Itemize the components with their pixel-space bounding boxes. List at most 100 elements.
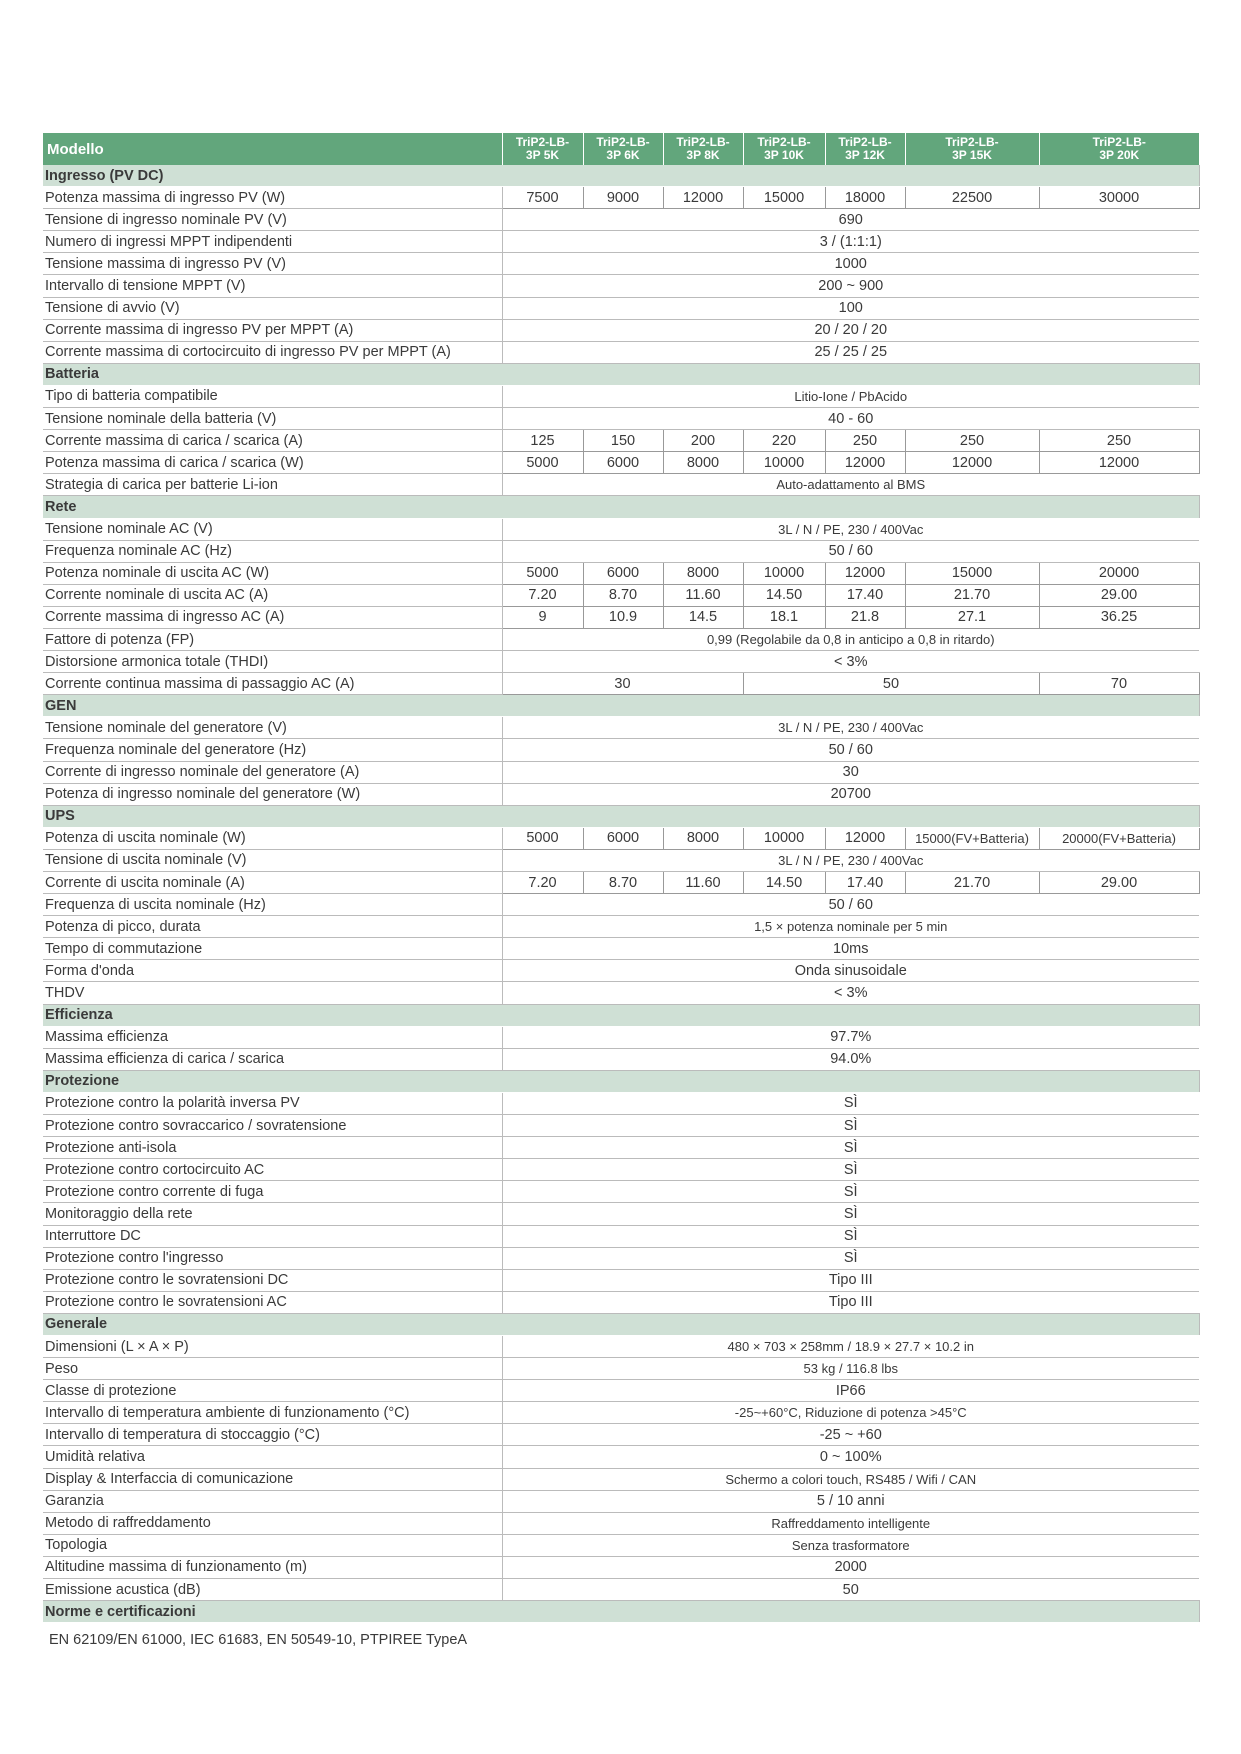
spec-row: Fattore di potenza (FP) 0,99 (Regolabile … xyxy=(43,628,1199,652)
spec-value: 200 ~ 900 xyxy=(502,274,1199,298)
spec-value: 29.00 xyxy=(1038,583,1200,607)
spec-value: 50 / 60 xyxy=(502,893,1199,917)
spec-value: 12000 xyxy=(1038,451,1200,475)
spec-row: Massima efficienza di carica / scarica 94… xyxy=(43,1048,1199,1071)
spec-value: 21.70 xyxy=(904,583,1040,607)
spec-label: Tensione nominale AC (V) xyxy=(43,518,503,541)
spec-row: Strategia di carica per batterie Li-ion A… xyxy=(43,473,1199,497)
spec-value: 20000(FV+Batteria) xyxy=(1038,826,1200,850)
section-row: UPS xyxy=(43,805,1200,828)
spec-label: Protezione contro la polarità inversa PV xyxy=(43,1092,503,1116)
spec-value: 17.40 xyxy=(824,870,906,895)
spec-value: Auto-adattamento al BMS xyxy=(502,473,1199,497)
spec-value: 22500 xyxy=(904,186,1040,210)
spec-value: 8.70 xyxy=(582,870,664,895)
spec-value: 7500 xyxy=(501,186,584,210)
spec-label: Intervallo di temperatura ambiente di fu… xyxy=(43,1401,503,1425)
spec-row: Corrente nominale di uscita AC (A) 7.20 8.… xyxy=(43,583,1200,607)
spec-label: Tensione di ingresso nominale PV (V) xyxy=(43,208,503,232)
spec-value: 5000 xyxy=(501,561,584,585)
spec-value: 250 xyxy=(1038,429,1200,453)
model-column-header: TriP2-LB- 3P 20K xyxy=(1038,133,1199,165)
spec-value: 10000 xyxy=(742,451,826,475)
spec-row: Umidità relativa 0 ~ 100% xyxy=(43,1445,1199,1469)
spec-value: Senza trasformatore xyxy=(502,1534,1199,1557)
spec-value: 15000 xyxy=(904,561,1040,585)
spec-value: -25 ~ +60 xyxy=(502,1423,1199,1447)
spec-value: 15000 xyxy=(742,186,826,210)
spec-label: Corrente massima di ingresso PV per MPPT… xyxy=(43,319,503,342)
spec-label: Umidità relativa xyxy=(43,1445,503,1469)
section-row: Ingresso (PV DC) xyxy=(43,165,1200,188)
spec-label: Tensione di uscita nominale (V) xyxy=(43,849,503,873)
spec-value: 50 xyxy=(502,1578,1199,1602)
spec-row: Potenza massima di ingresso PV (W) 7500 90… xyxy=(43,186,1200,210)
spec-label: Dimensioni (L × A × P) xyxy=(43,1335,503,1359)
spec-value: 100 xyxy=(502,297,1199,320)
spec-row: Emissione acustica (dB) 50 xyxy=(43,1578,1199,1602)
model-column-header: TriP2-LB- 3P 15K xyxy=(904,133,1039,165)
spec-value: 11.60 xyxy=(662,870,744,895)
spec-value: 12000 xyxy=(662,186,744,210)
model-column-header: TriP2-LB- 3P 10K xyxy=(742,133,825,165)
spec-value: 6000 xyxy=(582,561,664,585)
spec-row: Potenza nominale di uscita AC (W) 5000 600… xyxy=(43,561,1200,585)
model-column-header: TriP2-LB- 3P 5K xyxy=(501,133,583,165)
spec-value: 6000 xyxy=(582,451,664,475)
spec-value: 10000 xyxy=(742,561,826,585)
spec-label: Topologia xyxy=(43,1534,503,1557)
spec-value: 8000 xyxy=(662,826,744,850)
spec-value: 6000 xyxy=(582,826,664,850)
spec-row: Protezione contro le sovratensioni DC Tip… xyxy=(43,1269,1199,1292)
spec-value: Onda sinusoidale xyxy=(502,959,1199,983)
spec-label: Potenza di picco, durata xyxy=(43,915,503,939)
spec-label: Protezione contro le sovratensioni DC xyxy=(43,1269,503,1292)
spec-label: Strategia di carica per batterie Li-ion xyxy=(43,473,503,497)
spec-row: Peso 53 kg / 116.8 lbs xyxy=(43,1357,1199,1381)
spec-value: SÌ xyxy=(502,1092,1199,1116)
section-title: GEN xyxy=(43,694,1200,718)
spec-value: 11.60 xyxy=(662,583,744,607)
spec-value: 10.9 xyxy=(582,605,664,629)
spec-label: Classe di protezione xyxy=(43,1379,503,1403)
spec-value: Schermo a colori touch, RS485 / Wifi / C… xyxy=(502,1468,1199,1491)
spec-value: 0 ~ 100% xyxy=(502,1445,1199,1469)
spec-value: 36.25 xyxy=(1038,605,1200,629)
spec-row: Frequenza di uscita nominale (Hz) 50 / 60 xyxy=(43,893,1199,917)
spec-value: 220 xyxy=(742,429,826,453)
spec-label: Corrente di uscita nominale (A) xyxy=(43,871,503,895)
spec-row: Potenza massima di carica / scarica (W) 5… xyxy=(43,451,1200,475)
spec-row: Tipo di batteria compatibile Litio-Ione /… xyxy=(43,385,1199,409)
spec-value: 17.40 xyxy=(824,583,906,607)
spec-label: Altitudine massima di funzionamento (m) xyxy=(43,1556,503,1580)
spec-value: 9 xyxy=(501,605,584,629)
spec-value: 40 - 60 xyxy=(502,407,1199,431)
spec-value: Tipo III xyxy=(502,1291,1199,1314)
spec-label: Forma d'onda xyxy=(43,959,503,983)
spec-value: 12000 xyxy=(904,451,1040,475)
spec-table: Modello TriP2-LB- 3P 5K TriP2-LB- 3P 6K Tr… xyxy=(43,133,1200,1624)
spec-value: 5000 xyxy=(501,826,584,850)
spec-row: Dimensioni (L × A × P) 480 × 703 × 258mm … xyxy=(43,1335,1199,1359)
spec-row: Corrente massima di carica / scarica (A)… xyxy=(43,429,1200,453)
spec-row: Intervallo di tensione MPPT (V) 200 ~ 900 xyxy=(43,274,1199,298)
spec-value: Raffreddamento intelligente xyxy=(502,1512,1199,1535)
spec-value: 53 kg / 116.8 lbs xyxy=(502,1357,1199,1381)
spec-value: 480 × 703 × 258mm / 18.9 × 27.7 × 10.2 i… xyxy=(502,1335,1199,1359)
spec-value: SÌ xyxy=(502,1114,1199,1138)
spec-label: Potenza massima di ingresso PV (W) xyxy=(43,186,503,210)
spec-value: 10ms xyxy=(502,937,1199,961)
spec-value: 2000 xyxy=(502,1556,1199,1580)
section-row: Protezione xyxy=(43,1070,1200,1093)
spec-label: Corrente di ingresso nominale del genera… xyxy=(43,761,503,784)
header-row: Modello TriP2-LB- 3P 5K TriP2-LB- 3P 6K Tr… xyxy=(43,133,1199,165)
spec-label: Tensione di avvio (V) xyxy=(43,297,503,320)
section-title: Generale xyxy=(43,1313,1200,1336)
spec-label: Monitoraggio della rete xyxy=(43,1202,503,1226)
spec-row: Corrente massima di ingresso AC (A) 9 10.9… xyxy=(43,605,1200,629)
spec-value: 10000 xyxy=(742,826,826,850)
spec-value: IP66 xyxy=(502,1379,1199,1403)
spec-label: Distorsione armonica totale (THDI) xyxy=(43,650,503,674)
spec-value: 30 xyxy=(502,761,1199,784)
spec-value: 30 xyxy=(501,672,744,696)
